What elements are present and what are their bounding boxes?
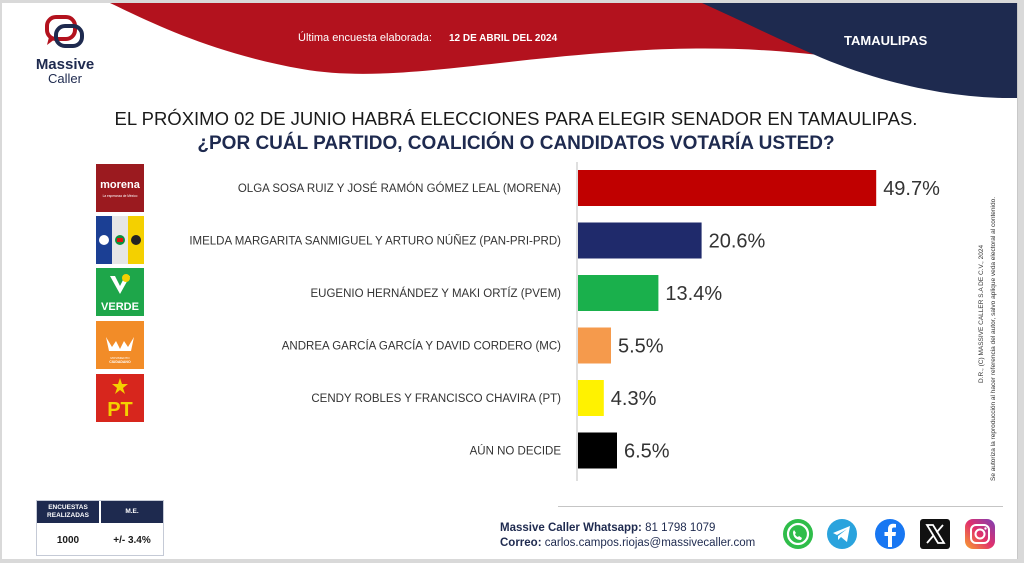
legal-line1: D.R., (C) MASSIVE CALLER S.A DE C.V., 20…: [978, 244, 985, 383]
sample-table: ENCUESTAS REALIZADAS M.E. 1000 +/- 3.4%: [36, 500, 164, 556]
bar: [578, 222, 702, 259]
header-banner: [110, 3, 1017, 98]
svg-text:VERDE: VERDE: [101, 301, 139, 313]
whatsapp-line: Massive Caller Whatsapp: 81 1798 1079: [500, 521, 755, 536]
chat-bubbles-icon: [45, 15, 84, 48]
email-line: Correo: carlos.campos.riojas@massivecall…: [500, 536, 755, 551]
whatsapp-icon[interactable]: [781, 517, 815, 551]
data-label: 20.6%: [709, 231, 766, 253]
whatsapp-number[interactable]: 81 1798 1079: [645, 522, 716, 534]
bar: [578, 275, 659, 311]
svg-text:La esperanza de México: La esperanza de México: [103, 194, 138, 198]
category-label: IMELDA MARGARITA SANMIGUEL Y ARTURO NÚÑE…: [189, 235, 561, 248]
svg-text:PT: PT: [107, 399, 133, 421]
footer-divider: [558, 506, 1003, 507]
data-label: 13.4%: [665, 283, 722, 305]
contact-info: Massive Caller Whatsapp: 81 1798 1079 Co…: [500, 521, 755, 551]
bar: [578, 327, 611, 364]
category-label: CENDY ROBLES Y FRANCISCO CHAVIRA (PT): [311, 393, 561, 405]
facebook-icon[interactable]: [873, 517, 907, 551]
email-label: Correo:: [500, 537, 542, 549]
svg-text:MOVIMIENTO: MOVIMIENTO: [110, 356, 130, 360]
pt-logo-icon: PT: [96, 374, 144, 422]
data-label: 49.7%: [883, 178, 940, 200]
svg-text:CIUDADANO: CIUDADANO: [109, 360, 131, 364]
brand-name-line2: Caller: [48, 71, 82, 86]
question-line2: ¿POR CUÁL PARTIDO, COALICIÓN O CANDIDATO…: [197, 133, 835, 154]
state-label: TAMAULIPAS: [844, 33, 928, 48]
question-line1: EL PRÓXIMO 02 DE JUNIO HABRÁ ELECCIONES …: [114, 108, 918, 129]
svg-text:morena: morena: [100, 179, 141, 191]
data-label: 5.5%: [618, 336, 664, 358]
bar: [578, 170, 877, 206]
whatsapp-label: Massive Caller Whatsapp:: [500, 522, 642, 534]
survey-label: Última encuesta elaborada:: [298, 32, 432, 44]
email-address[interactable]: carlos.campos.riojas@massivecaller.com: [544, 537, 756, 549]
survey-date: 12 DE ABRIL DEL 2024: [448, 33, 558, 44]
margin-error-header: M.E.: [101, 501, 163, 523]
morena-logo-icon: morena La esperanza de México: [96, 164, 144, 212]
mc-logo-icon: MOVIMIENTO CIUDADANO: [96, 321, 144, 369]
category-label: EUGENIO HERNÁNDEZ Y MAKI ORTÍZ (PVEM): [311, 287, 562, 300]
pvem-logo-icon: VERDE: [96, 268, 144, 316]
margin-error-value: +/- 3.4%: [113, 534, 151, 546]
header-navy-wave: [702, 3, 1017, 98]
data-label: 4.3%: [611, 388, 657, 410]
bar-chart: OLGA SOSA RUIZ Y JOSÉ RAMÓN GÓMEZ LEAL (…: [189, 162, 940, 481]
legal-notice: D.R., (C) MASSIVE CALLER S.A DE C.V., 20…: [964, 123, 1000, 483]
brand-name-line1: Massive: [35, 56, 95, 73]
x-icon[interactable]: [918, 517, 952, 551]
category-label: ANDREA GARCÍA GARCÍA Y DAVID CORDERO (MC…: [282, 340, 561, 353]
instagram-icon[interactable]: [963, 517, 997, 551]
pan-pri-prd-logo-icon: [96, 216, 144, 264]
bar: [578, 380, 604, 416]
survey-info: Última encuesta elaborada: 12 DE ABRIL D…: [298, 32, 557, 44]
brand-logo: Massive Caller: [30, 15, 100, 85]
legal-line2: Se autoriza la reproducción al hacer ref…: [990, 196, 997, 481]
bar: [578, 432, 617, 469]
surveys-value: 1000: [56, 534, 80, 546]
poll-card: Massive Caller Última encuesta elaborada…: [2, 3, 1018, 559]
surveys-header: ENCUESTAS REALIZADAS: [37, 501, 99, 523]
category-label: AÚN NO DECIDE: [470, 445, 562, 458]
category-label: OLGA SOSA RUIZ Y JOSÉ RAMÓN GÓMEZ LEAL (…: [238, 182, 561, 195]
telegram-icon[interactable]: [825, 517, 859, 551]
data-label: 6.5%: [624, 441, 670, 463]
